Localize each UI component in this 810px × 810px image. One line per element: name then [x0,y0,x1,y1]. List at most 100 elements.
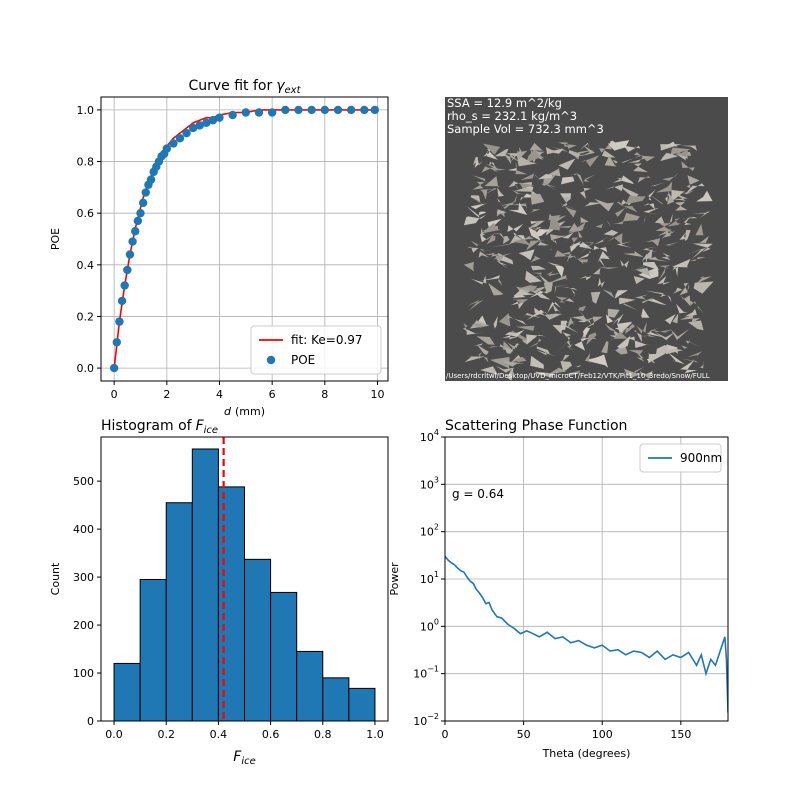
snow-grain [543,173,557,187]
snow-grain [558,158,576,170]
snow-grain [602,150,616,158]
y-tick-exponent: 3 [434,475,439,484]
snow-grain [530,221,540,228]
snow-grain [504,331,517,336]
y-tick-label: 500 [73,475,94,488]
snow-grain [508,202,528,215]
snow-grain [634,330,642,343]
scatter-point [267,108,277,117]
snow-grain [687,247,707,260]
bar [113,662,141,722]
snow-grain [641,308,650,318]
snow-grain [621,155,642,163]
snow-grain [593,267,602,275]
axes-frame [444,436,729,722]
snow-grain [512,238,532,246]
y-tick-base: 10 [420,526,434,539]
annotation: g = 0.64 [452,487,504,501]
snow-grain [672,287,683,294]
snow-grain [496,209,507,216]
x-tick-label: 0.0 [105,728,123,741]
x-axis-label-subscript: ice [241,756,255,767]
snow-grain [616,201,627,209]
chart-title: Histogram of Fice [101,418,218,436]
axes-frame [100,436,389,722]
snow-grain [503,360,525,367]
snow-grain [526,186,537,195]
snow-grain [567,335,572,348]
snow-grain [526,334,546,344]
y-tick-label: 0.2 [77,310,95,323]
scatter-point [307,105,316,115]
snow-grain [686,281,690,294]
x-tick-label: 0.8 [314,728,332,741]
snow-grain [506,367,514,381]
scatter-point [215,113,224,122]
snow-grain [675,153,688,161]
snow-grain [528,227,541,241]
chart-title: Curve fit for γext [188,78,301,96]
snow-grain [599,142,612,153]
snow-grain [559,251,572,263]
snow-grain [526,149,541,163]
snow-grain [587,317,597,325]
snow-grain [608,233,623,245]
snow-grain [654,216,665,224]
scatter-point [370,105,380,115]
scatter-point [320,105,330,115]
snow-grain [581,155,599,167]
snow-grain [699,360,704,369]
snow-grain [554,250,576,259]
snow-grain [522,312,542,319]
scatter-point [141,188,150,197]
snow-grain [635,267,651,277]
snow-grain [674,201,688,211]
legend-box [639,443,722,473]
scatter-point [281,105,290,115]
x-axis-label-symbol: F [233,749,242,765]
snow-grain [537,240,549,246]
bar [348,687,376,722]
y-tick-label: 0.4 [77,259,95,272]
snow-grain [568,237,579,249]
snow-grain [649,182,666,187]
snow-grain [612,160,618,164]
snow-grain [561,173,579,176]
snow-grain [579,242,594,254]
snow-grain [614,324,628,332]
snow-grain [518,249,535,261]
snow-grain [643,207,660,215]
snow-grain [463,261,475,272]
snow-grain [665,193,670,203]
snow-grain [533,286,547,290]
render-annotation: SSA = 12.9 m^2/kg [447,96,562,110]
snow-grain [625,326,636,334]
snow-grain [503,235,510,244]
snow-grain [662,172,679,181]
snow-grain [623,368,640,378]
x-tick-label: 150 [670,728,691,741]
snow-grain [538,174,553,180]
snow-grain [615,208,625,217]
snow-grain [617,335,631,349]
snow-grain [549,247,552,251]
snow-grain [578,241,598,250]
scatter-point [175,134,185,143]
axes-frame [100,96,389,382]
snow-grain [680,357,700,363]
snow-grain [609,331,628,343]
snow-grain [547,262,562,266]
snow-grain [541,182,559,191]
snow-grain [598,255,611,268]
bar [270,591,298,722]
snow-grain [664,314,676,325]
snow-grain [511,299,529,305]
snow-grain [602,289,615,299]
snow-grain [670,328,690,340]
snow-grain [550,234,567,241]
y-tick-label: 103 [420,475,439,491]
snow-grain [499,344,514,352]
snow-grain [696,190,713,202]
snow-grain [481,166,495,173]
y-tick-label: 200 [73,619,94,632]
